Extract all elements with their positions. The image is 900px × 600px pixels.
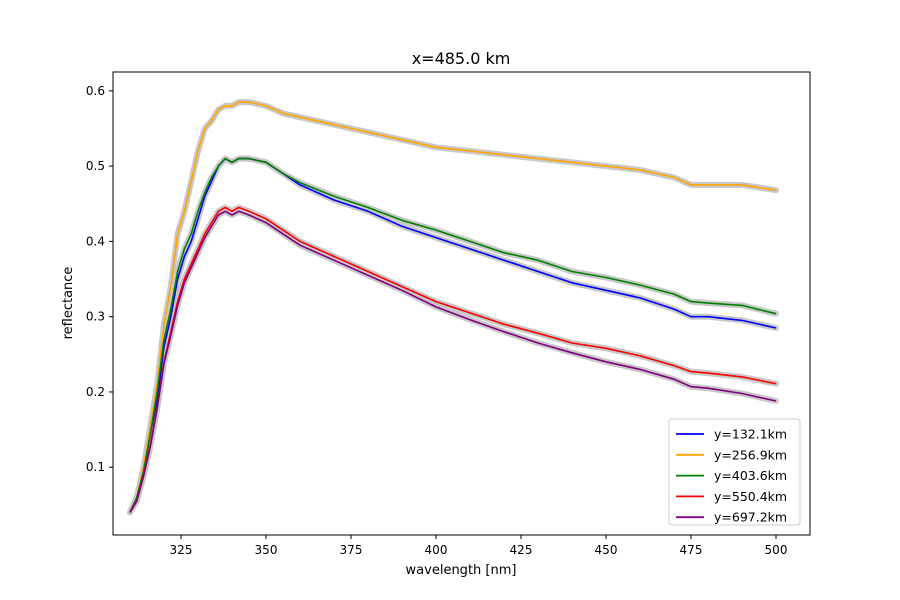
series-line-3 bbox=[129, 157, 777, 513]
legend-box bbox=[668, 418, 801, 526]
series-line-4 bbox=[129, 206, 777, 513]
x-axis-ticks: 325 350 375 400 425 450 475 500 bbox=[170, 535, 788, 557]
y-tick-label: 0.2 bbox=[86, 385, 105, 399]
legend-label-2: y=256.9km bbox=[714, 447, 787, 462]
x-tick-label: 500 bbox=[765, 543, 788, 557]
x-tick-label: 375 bbox=[340, 543, 363, 557]
series-line-5 bbox=[129, 210, 777, 513]
plot-frame bbox=[112, 71, 811, 536]
y-axis-ticks: 0.1 0.2 0.3 0.4 0.5 0.6 bbox=[86, 84, 113, 474]
x-axis-label: wavelength [nm] bbox=[406, 563, 517, 578]
y-axis-label: reflectance bbox=[61, 267, 76, 340]
legend-label-4: y=550.4km bbox=[714, 489, 787, 504]
legend-label-5: y=697.2km bbox=[714, 510, 787, 525]
series-line-2 bbox=[129, 101, 777, 513]
y-tick-label: 0.6 bbox=[86, 84, 105, 98]
x-tick-label: 325 bbox=[170, 543, 193, 557]
legend-label-3: y=403.6km bbox=[714, 468, 787, 483]
legend: y=132.1km y=256.9km y=403.6km y=550.4km y=69… bbox=[668, 418, 801, 526]
x-tick-label: 475 bbox=[680, 543, 703, 557]
y-tick-label: 0.1 bbox=[86, 460, 105, 474]
legend-label-1: y=132.1km bbox=[714, 427, 787, 442]
y-tick-label: 0.4 bbox=[86, 234, 105, 248]
chart-title: x=485.0 km bbox=[412, 49, 511, 68]
series-lines bbox=[129, 101, 777, 513]
x-tick-label: 425 bbox=[510, 543, 533, 557]
y-tick-label: 0.3 bbox=[86, 310, 105, 324]
x-tick-label: 400 bbox=[425, 543, 448, 557]
x-tick-label: 350 bbox=[255, 543, 278, 557]
y-tick-label: 0.5 bbox=[86, 159, 105, 173]
x-tick-label: 450 bbox=[595, 543, 618, 557]
